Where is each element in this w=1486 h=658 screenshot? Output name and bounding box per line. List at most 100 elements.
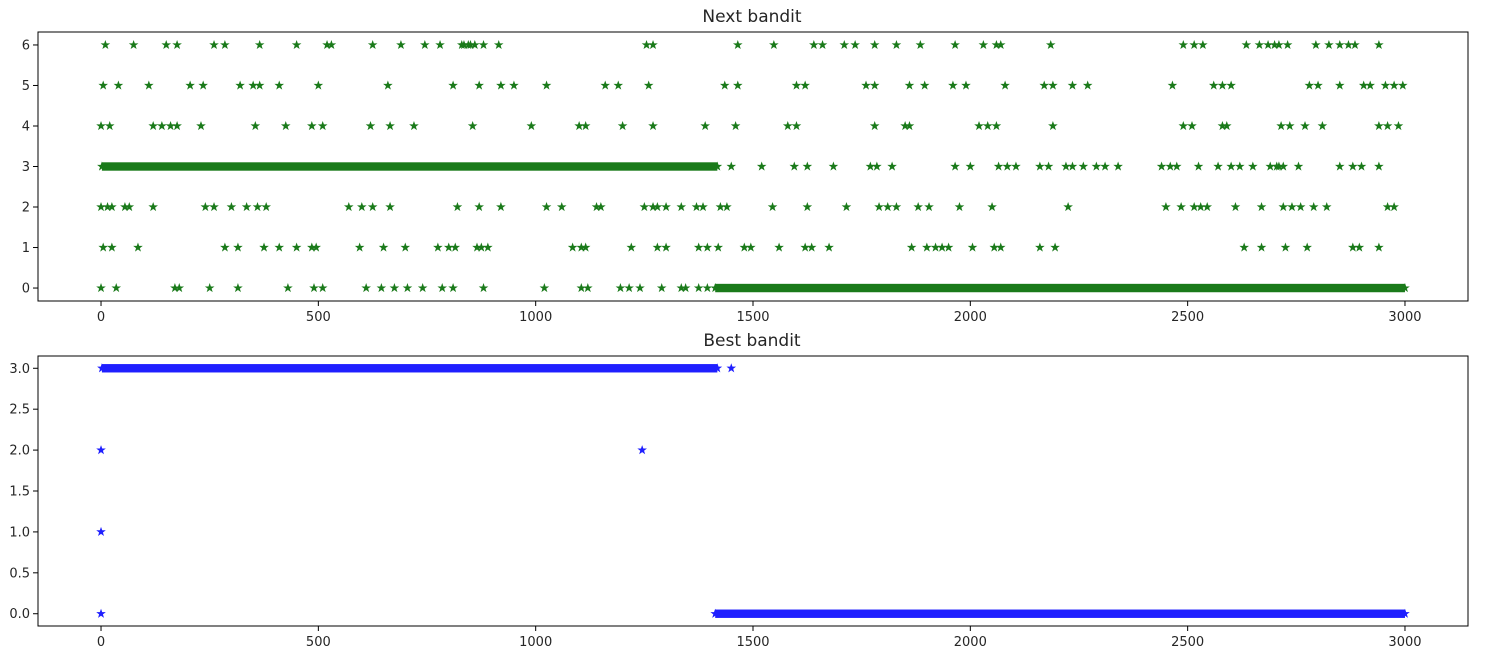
best-bandit-marks bbox=[96, 363, 1410, 618]
data-point bbox=[1050, 242, 1060, 252]
chart-title: Best bandit bbox=[703, 331, 801, 351]
data-point bbox=[437, 283, 448, 293]
data-point bbox=[1113, 161, 1123, 171]
data-point bbox=[904, 80, 915, 90]
data-point bbox=[1178, 39, 1189, 50]
data-point bbox=[509, 80, 519, 90]
data-point bbox=[1198, 39, 1208, 50]
data-point bbox=[924, 202, 934, 212]
data-point bbox=[1317, 120, 1328, 131]
x-tick-label: 0 bbox=[97, 635, 105, 650]
x-tick-label: 1000 bbox=[519, 635, 552, 650]
data-point bbox=[357, 202, 367, 212]
data-point bbox=[226, 202, 237, 212]
data-point bbox=[1230, 202, 1241, 212]
data-point bbox=[791, 80, 802, 90]
data-point bbox=[1035, 161, 1045, 171]
data-point bbox=[1398, 80, 1408, 90]
data-point bbox=[98, 80, 108, 90]
data-point bbox=[809, 39, 819, 50]
data-point bbox=[539, 283, 550, 293]
data-point bbox=[161, 39, 172, 50]
data-point bbox=[254, 39, 265, 50]
data-point bbox=[791, 120, 802, 131]
data-point bbox=[1393, 120, 1404, 131]
data-point bbox=[157, 120, 167, 131]
data-point bbox=[693, 242, 704, 252]
data-point bbox=[96, 283, 106, 293]
data-point bbox=[613, 80, 624, 90]
x-tick-label: 1000 bbox=[519, 310, 552, 325]
data-point bbox=[291, 39, 302, 50]
data-point bbox=[400, 242, 411, 252]
data-point bbox=[1000, 80, 1010, 90]
data-point bbox=[950, 39, 960, 50]
data-point bbox=[1161, 202, 1171, 212]
data-point bbox=[978, 39, 989, 50]
data-point bbox=[1048, 120, 1058, 131]
data-point bbox=[719, 80, 730, 90]
x-tick-label: 2000 bbox=[954, 310, 987, 325]
data-point bbox=[361, 283, 371, 293]
data-point bbox=[839, 39, 850, 50]
data-point bbox=[1382, 120, 1393, 131]
data-point bbox=[1348, 161, 1358, 171]
y-tick-label: 1.0 bbox=[9, 525, 30, 540]
data-point bbox=[774, 242, 784, 252]
x-tick-label: 500 bbox=[306, 310, 331, 325]
data-point bbox=[1321, 202, 1332, 212]
data-point bbox=[713, 242, 724, 252]
data-point bbox=[209, 39, 219, 50]
data-point bbox=[1280, 242, 1291, 252]
data-point bbox=[1078, 161, 1089, 171]
data-point bbox=[396, 39, 406, 50]
data-point bbox=[259, 242, 269, 252]
data-point bbox=[280, 120, 291, 131]
data-point bbox=[1189, 39, 1199, 50]
data-point bbox=[1276, 120, 1286, 131]
data-point bbox=[922, 242, 932, 252]
data-point bbox=[367, 39, 378, 50]
y-tick-label: 2.0 bbox=[9, 444, 30, 459]
data-point bbox=[107, 242, 117, 252]
data-point bbox=[1356, 161, 1367, 171]
x-tick-label: 3000 bbox=[1388, 635, 1421, 650]
data-point bbox=[906, 242, 917, 252]
data-point bbox=[861, 80, 871, 90]
data-point bbox=[817, 39, 828, 50]
data-point bbox=[96, 445, 106, 455]
data-point bbox=[204, 283, 215, 293]
data-point bbox=[802, 202, 813, 212]
x-tick-label: 0 bbox=[97, 310, 105, 325]
data-point bbox=[1300, 120, 1310, 131]
data-point bbox=[1011, 161, 1021, 171]
data-point bbox=[1193, 161, 1204, 171]
data-point bbox=[1235, 161, 1245, 171]
data-point bbox=[354, 242, 365, 252]
data-point bbox=[869, 80, 880, 90]
x-tick-label: 500 bbox=[306, 635, 331, 650]
data-point bbox=[661, 242, 671, 252]
data-point bbox=[841, 202, 852, 212]
data-point bbox=[1187, 120, 1197, 131]
data-point bbox=[148, 202, 158, 212]
data-point bbox=[824, 242, 834, 252]
y-tick-label: 2 bbox=[22, 201, 30, 216]
data-point bbox=[474, 80, 484, 90]
data-point bbox=[615, 283, 626, 293]
data-point bbox=[104, 120, 115, 131]
data-point bbox=[1324, 39, 1334, 50]
data-point bbox=[913, 202, 923, 212]
data-point bbox=[1067, 80, 1078, 90]
data-point bbox=[1048, 80, 1058, 90]
data-point bbox=[789, 161, 800, 171]
y-tick-label: 2.5 bbox=[9, 403, 30, 418]
data-point bbox=[1217, 80, 1228, 90]
data-point bbox=[474, 202, 484, 212]
data-point bbox=[402, 283, 413, 293]
data-point bbox=[526, 120, 537, 131]
data-point bbox=[1176, 202, 1186, 212]
data-point bbox=[383, 80, 393, 90]
data-point bbox=[702, 283, 713, 293]
data-point bbox=[965, 161, 976, 171]
